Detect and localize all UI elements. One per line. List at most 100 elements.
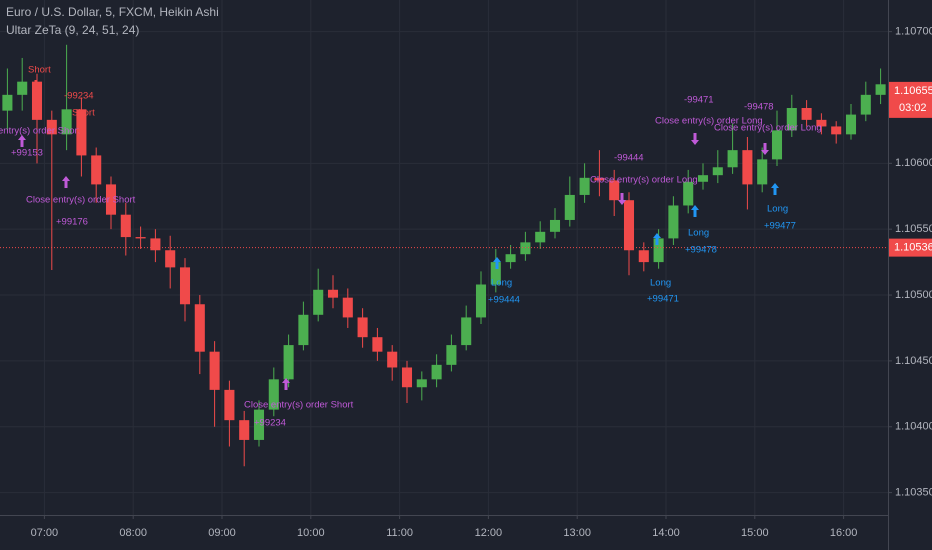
- candle-body: [105, 184, 117, 215]
- candle-body: [609, 180, 620, 201]
- candle-body: [283, 345, 294, 380]
- signal-arrow: [493, 257, 501, 269]
- last-price-bg: [889, 81, 932, 118]
- candle-body: [150, 238, 161, 251]
- signal-arrow: [771, 183, 779, 195]
- signal-arrow: [761, 143, 769, 155]
- candle-body: [623, 200, 635, 251]
- candle-body: [801, 108, 812, 120]
- candle-body: [816, 119, 827, 127]
- candle-body: [475, 284, 487, 318]
- strategy-annotation: Close entry(s) order Long: [655, 116, 763, 127]
- candle-body: [875, 84, 886, 95]
- candle-body: [490, 262, 501, 285]
- strategy-annotation: Close entry(s) order Short: [244, 400, 354, 411]
- candle-body: [17, 81, 28, 95]
- candle-body: [209, 351, 220, 390]
- candle-body: [638, 250, 649, 263]
- strategy-annotation: Long: [491, 278, 512, 289]
- candle-body: [461, 317, 472, 346]
- axes: 1.10700 1.10600 1.10550 1.10500 1.10450 1.104…: [31, 26, 932, 539]
- last-price-label: 1.10655: [894, 85, 932, 97]
- strategy-annotation: Long: [688, 228, 709, 239]
- x-tick-label: 12:00: [475, 527, 503, 539]
- candle-body: [860, 94, 871, 115]
- candle-body: [742, 150, 753, 185]
- signal-arrow: [32, 80, 40, 92]
- candle-body: [387, 351, 398, 368]
- candle-body: [653, 238, 664, 263]
- y-tick-label: 1.10450: [895, 355, 932, 367]
- signal-arrow: [691, 205, 699, 217]
- y-tick-label: 1.10500: [895, 289, 932, 301]
- candle-body: [549, 219, 561, 232]
- strategy-annotation: -99234: [64, 91, 94, 102]
- y-tick-label: 1.10350: [895, 487, 932, 499]
- strategy-annotation: Close entry(s) order Long: [590, 175, 698, 186]
- signal-arrow: [18, 135, 26, 147]
- candle-body: [594, 177, 605, 181]
- candle-body: [712, 167, 723, 176]
- candle-body: [579, 177, 590, 195]
- candle-body: [446, 345, 457, 365]
- strategy-annotation: entry(s) order Short: [0, 126, 81, 137]
- strategy-annotation: +99234: [254, 418, 286, 429]
- candle-body: [727, 150, 738, 168]
- candle-body: [46, 119, 57, 135]
- x-tick-label: 13:00: [563, 527, 591, 539]
- strategy-annotation: +99478: [685, 245, 717, 256]
- candle-body: [91, 155, 102, 185]
- candle-body: [372, 337, 383, 352]
- candle-body: [239, 420, 250, 440]
- x-tick-label: 09:00: [208, 527, 236, 539]
- strategy-annotation: +99444: [488, 295, 520, 306]
- strategy-annotation: Close entry(s) order Short: [26, 195, 136, 206]
- strategy-annotation: -99478: [744, 102, 774, 113]
- chart-title: Euro / U.S. Dollar, 5, FXCM, Heikin Ashi: [6, 5, 219, 19]
- candle-body: [313, 289, 324, 315]
- signal-arrow: [618, 193, 626, 205]
- candle-body: [683, 181, 694, 206]
- strategy-annotation: Long: [650, 278, 671, 289]
- candle-body: [771, 130, 783, 160]
- candle-body: [668, 205, 679, 239]
- y-tick-label: 1.10700: [895, 26, 932, 38]
- candle-body: [520, 242, 531, 255]
- x-tick-label: 11:00: [386, 527, 413, 539]
- strategy-annotation: +99471: [647, 294, 679, 305]
- x-tick-label: 15:00: [741, 527, 769, 539]
- grid: [0, 0, 888, 515]
- candle-body: [342, 297, 353, 318]
- candle-body: [564, 194, 575, 220]
- candle-body: [194, 304, 205, 352]
- x-tick-label: 16:00: [830, 527, 858, 539]
- strategy-annotation: +99176: [56, 217, 88, 228]
- candle-body: [357, 317, 368, 338]
- candle-body: [2, 94, 13, 111]
- strategy-annotation: Close entry(s) order Long: [714, 123, 822, 134]
- y-tick-label: 1.10600: [895, 157, 932, 169]
- candle-body: [535, 231, 546, 243]
- candle-body: [831, 126, 842, 135]
- strategy-annotation: Short: [28, 65, 51, 76]
- signal-arrow: [282, 378, 290, 390]
- candle-body: [76, 109, 87, 156]
- x-tick-label: 10:00: [297, 527, 325, 539]
- price-line-label-bg: [889, 238, 932, 257]
- candle-body: [505, 254, 516, 263]
- candle-body: [120, 214, 131, 238]
- strategy-annotation: Short: [72, 108, 95, 119]
- strategy-annotation: +99477: [764, 221, 796, 232]
- strategy-annotation: -99471: [684, 95, 714, 106]
- candle-body: [268, 379, 279, 410]
- y-tick-label: 1.10400: [895, 421, 932, 433]
- candle-body: [61, 109, 72, 135]
- candle-body: [165, 250, 176, 268]
- signal-arrow: [653, 233, 661, 245]
- candle-body: [253, 409, 265, 440]
- x-tick-label: 07:00: [31, 527, 59, 539]
- strategy-annotation: +99153: [11, 148, 43, 159]
- candle-body: [757, 159, 768, 185]
